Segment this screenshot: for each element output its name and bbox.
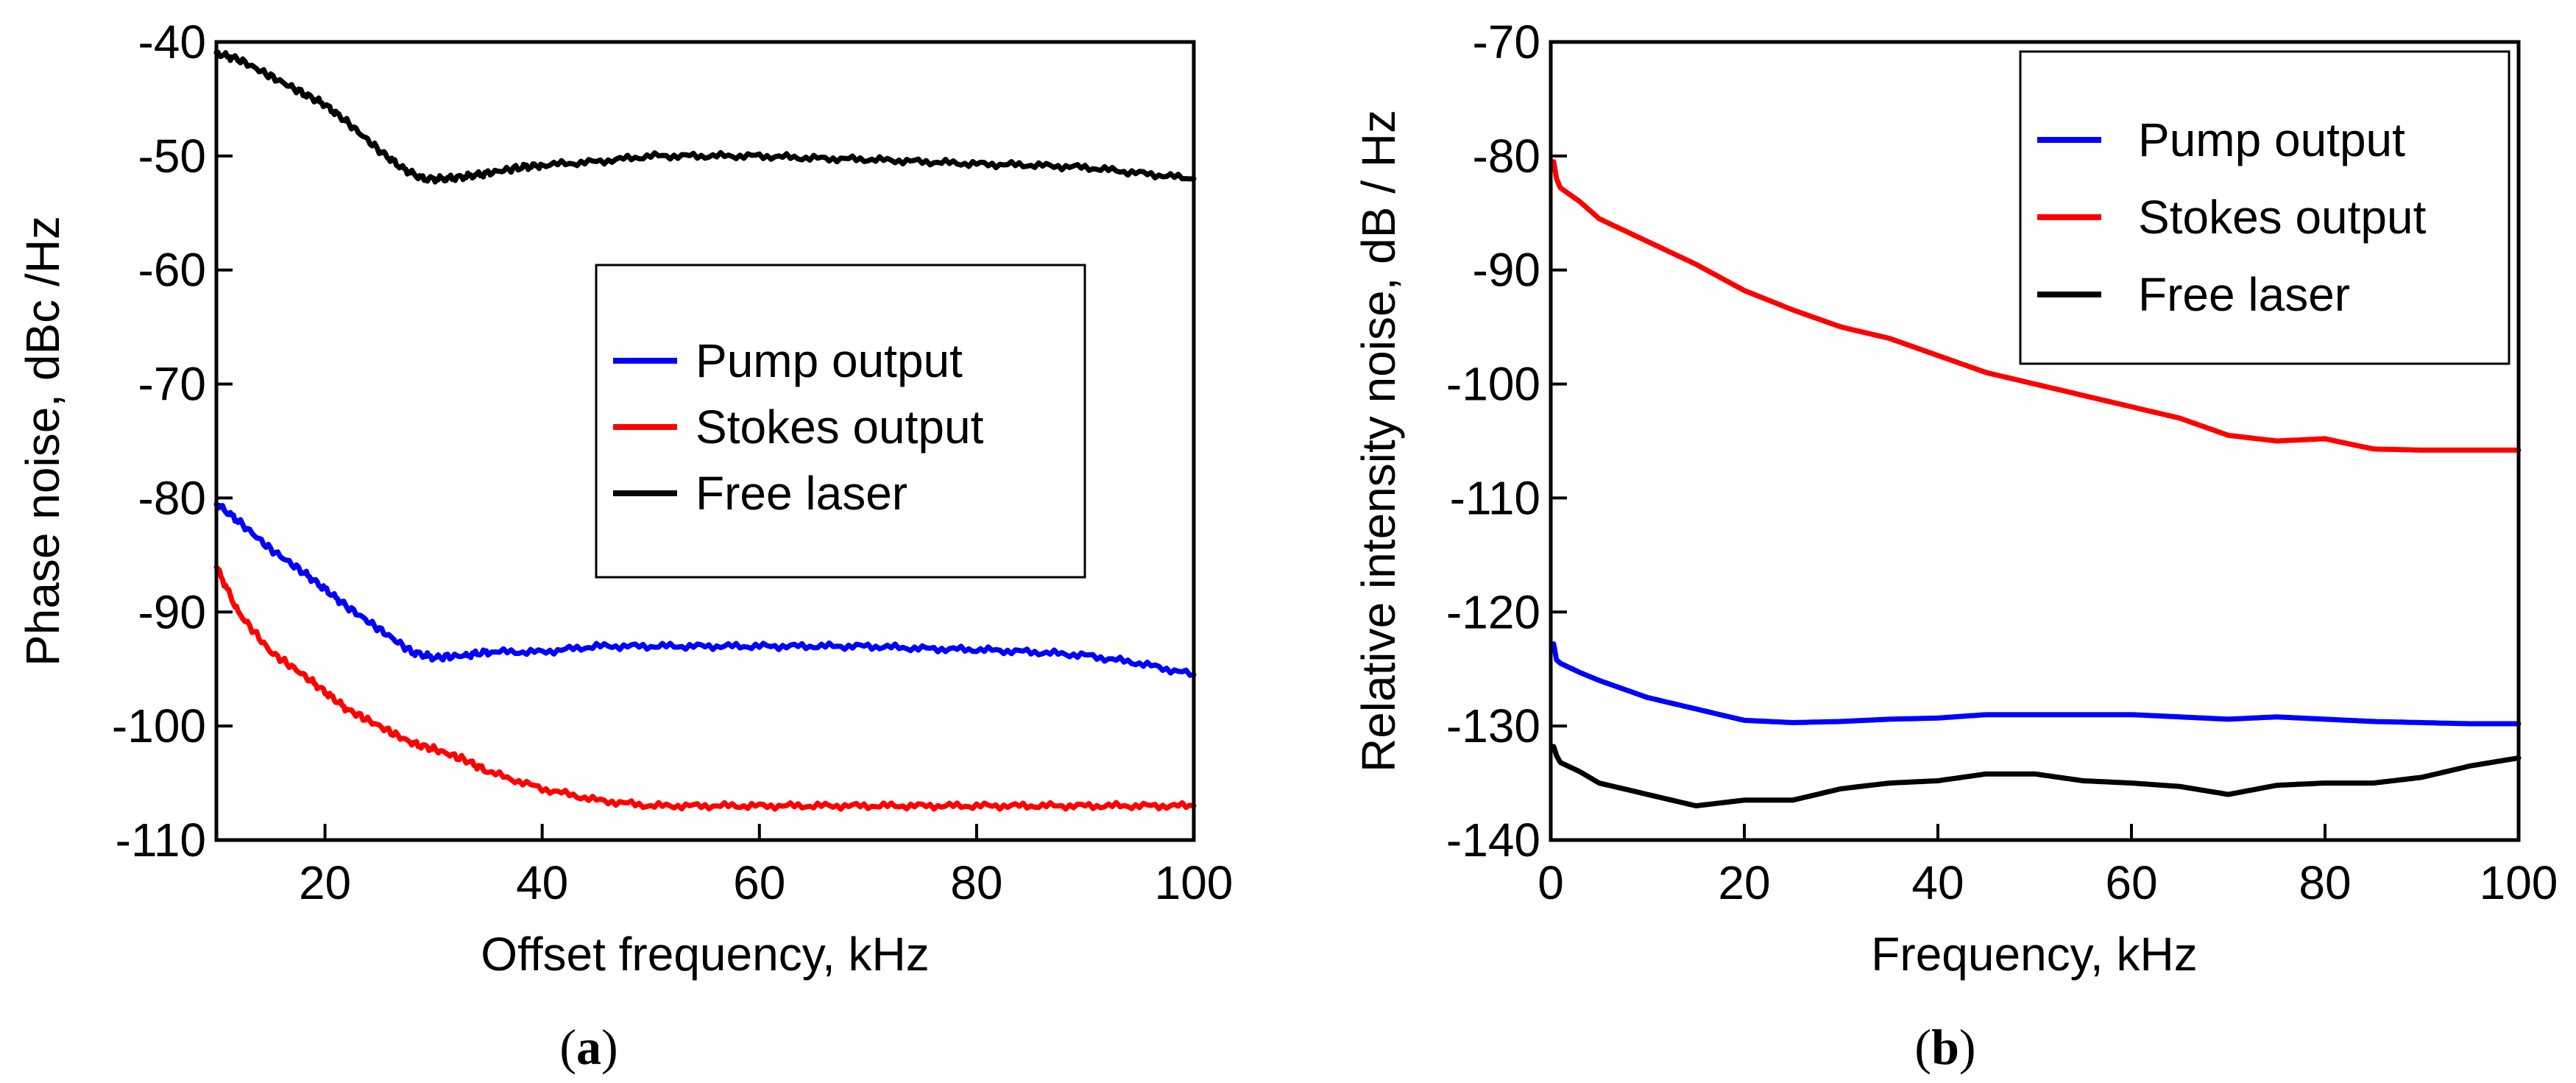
panel-b-caption-open: (: [1914, 1019, 1931, 1075]
series-line-free-laser: [213, 49, 1197, 185]
panel-a-legend: Pump output Stokes output Free laser: [595, 264, 1086, 579]
x-tick-label: 60: [2105, 856, 2157, 909]
y-tick-label: -80: [1473, 130, 1541, 183]
panel-b-caption-close: ): [1959, 1019, 1976, 1075]
x-tick-label: 40: [516, 856, 568, 909]
legend-label-pump-output: Pump output: [696, 334, 963, 387]
y-tick-label: -70: [1473, 15, 1541, 68]
panel-a-series-lines: [213, 49, 1197, 812]
y-tick-label: -100: [112, 699, 206, 752]
y-tick-label: -110: [1450, 471, 1540, 524]
y-tick-label: -40: [138, 15, 207, 68]
legend-label-pump-output: Pump output: [2138, 113, 2405, 166]
panel-b-plot-frame: [1549, 40, 2521, 842]
panel-a-caption-open: (: [559, 1019, 576, 1075]
y-tick-label: -90: [138, 585, 207, 638]
y-tick-label: -100: [1446, 358, 1540, 411]
x-tick-label: 80: [950, 856, 1002, 909]
series-line-free-laser: [1551, 744, 2522, 808]
legend-label-free-laser: Free laser: [2138, 268, 2350, 321]
panel-a-x-axis: 20 40 60 80 100: [299, 824, 1233, 909]
panel-a-caption-letter: a: [576, 1019, 601, 1075]
panel-b-series-lines: [1551, 159, 2522, 808]
y-tick-label: -140: [1446, 814, 1540, 867]
panel-b-x-axis-title: Frequency, kHz: [1871, 928, 2197, 981]
x-tick-label: 20: [299, 856, 351, 909]
legend-label-free-laser: Free laser: [696, 467, 907, 520]
panel-a-caption-close: ): [601, 1019, 618, 1075]
panel-b-chart: -70 -80 -90 -100 -110 -120 -130 -140 0 20 40 60 80 1…: [1352, 15, 2558, 1075]
y-tick-label: -110: [116, 814, 206, 867]
series-line-pump-output: [1551, 641, 2522, 727]
y-tick-label: -70: [138, 358, 207, 411]
y-tick-label: -120: [1446, 585, 1540, 638]
x-tick-label: 60: [733, 856, 785, 909]
panel-b-y-axis: -70 -80 -90 -100 -110 -120 -130 -140: [1446, 15, 1567, 867]
x-tick-label: 40: [1911, 856, 1964, 909]
panel-a-caption: (a): [559, 1019, 618, 1075]
panel-b-legend-box: [2019, 50, 2510, 365]
x-tick-label: 100: [1155, 856, 1234, 909]
y-tick-label: -130: [1446, 699, 1540, 752]
x-tick-label: 0: [1538, 856, 1564, 909]
panel-a-legend-box: [595, 264, 1086, 579]
x-tick-label: 20: [1718, 856, 1770, 909]
legend-label-stokes-output: Stokes output: [2138, 191, 2427, 244]
panel-a-x-axis-title: Offset frequency, kHz: [481, 928, 929, 981]
panel-a-plot-frame: [214, 40, 1196, 842]
panel-a-y-axis: -40 -50 -60 -70 -80 -90 -100 -110: [112, 15, 233, 867]
y-tick-label: -80: [138, 471, 207, 524]
panel-b-x-axis: 0 20 40 60 80 100: [1538, 824, 2558, 909]
panel-a-chart: -40 -50 -60 -70 -80 -90 -100 -110 20 40 60 80 100 O…: [16, 15, 1233, 1075]
series-line-stokes-output: [1551, 159, 2522, 453]
panel-a-y-axis-title: Phase noise, dBc /Hz: [16, 216, 69, 666]
y-tick-label: -60: [138, 244, 207, 297]
x-tick-label: 80: [2299, 856, 2351, 909]
series-line-stokes-output: [213, 564, 1197, 812]
panel-b-caption-letter: b: [1931, 1019, 1959, 1075]
y-tick-label: -90: [1473, 244, 1541, 297]
panel-b-legend: Pump output Stokes output Free laser: [2019, 50, 2510, 365]
panel-b-y-axis-title: Relative intensity noise, dB / Hz: [1352, 110, 1405, 772]
y-tick-label: -50: [138, 130, 207, 183]
x-tick-label: 100: [2480, 856, 2558, 909]
series-line-pump-output: [213, 501, 1197, 678]
legend-label-stokes-output: Stokes output: [696, 401, 984, 454]
panel-b-caption: (b): [1914, 1019, 1975, 1075]
